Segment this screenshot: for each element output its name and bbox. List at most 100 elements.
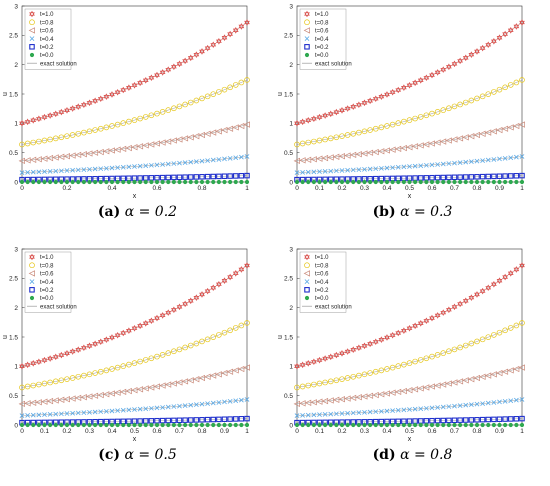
panel-d: 0 0.1 0.2 0.3 0.4 0.5 0.6 0.7 0.8 0.9 1 0 0.5 1 1.5 2 2.… [275,243,550,486]
data-point-b [52,112,59,118]
data-point-b [496,36,503,42]
data-point [159,417,166,424]
data-point [160,179,165,185]
data-point [300,413,305,418]
data-point [299,400,306,407]
data-point [474,401,480,407]
data-point [171,306,177,314]
data-point [451,303,458,311]
data-point-b [507,28,514,34]
data-point [119,388,127,396]
data-point [57,153,65,161]
data-point [406,81,413,89]
x-tick-label: 0.6 [427,428,436,435]
data-point-a [103,336,110,342]
x-tick-label: 0.6 [152,185,161,192]
data-point [198,131,205,139]
series-t=1.0 [294,19,525,127]
data-point-a [491,37,497,43]
data-point [434,417,441,424]
data-point [361,371,368,378]
data-point [310,399,317,406]
data-point [434,382,441,389]
data-point [166,179,171,185]
data-point-a [507,27,514,32]
data-point [81,129,87,136]
data-point [457,160,463,165]
legend-marker [304,36,310,41]
data-point [36,169,42,175]
data-point [25,179,30,185]
legend-marker [304,10,310,18]
data-point [148,317,155,325]
data-point [93,422,98,428]
data-point-b [451,62,458,68]
data-point [204,336,211,343]
data-point-b [417,78,424,84]
data-point [440,309,447,316]
data-point [87,179,92,185]
data-point [305,139,312,146]
data-point-a [440,309,447,315]
data-point [187,134,194,141]
data-point [451,136,458,143]
data-point [47,112,53,119]
data-point [446,161,452,166]
data-point [193,340,200,347]
data-point [210,400,216,406]
data-point [243,121,250,128]
legend-marker [29,295,35,301]
data-point-b [339,351,345,357]
data-point [389,389,396,396]
data-point-b [440,310,447,316]
data-point [366,149,374,156]
data-point-b [238,24,245,30]
data-point [491,173,497,180]
data-point-a [519,262,525,268]
data-point [452,160,457,166]
legend-marker [28,27,35,34]
legend-marker [304,279,310,284]
data-point [47,136,53,143]
chart-panel-c: 0 0.1 0.2 0.3 0.4 0.5 0.6 0.7 0.8 0.9 1 0 0.5 1 1.5 2 2.… [2,246,250,443]
series-t=0.4 [19,154,250,175]
data-point-a [485,284,492,290]
data-point [75,103,82,110]
series-t=1.0 [294,262,525,370]
data-point [412,406,418,412]
data-point [76,179,81,185]
data-point [406,324,413,332]
data-point [417,320,424,327]
x-tick-label: 0.7 [450,428,459,435]
legend: t=1.0 t=0.8 t=0.6 t=0.4 t=0.2 t=0.0 exact solu… [299,251,352,313]
data-point [294,141,300,148]
data-point [126,361,132,368]
data-point [424,405,429,411]
data-point [46,154,54,162]
data-point-b [361,101,368,107]
legend-label: t=0.4 [315,37,329,43]
data-point-a [468,294,475,300]
data-point [440,107,447,113]
series-t=0.0 [19,422,250,428]
data-point [233,179,238,185]
data-point [176,136,183,143]
data-point [339,179,345,185]
data-point [474,48,480,55]
data-point [41,155,48,162]
data-point [451,346,458,353]
data-point [182,160,188,165]
data-point-a [395,329,402,335]
data-point [147,384,155,391]
data-point [395,164,401,170]
data-point-a [97,338,104,344]
data-point [52,397,59,404]
legend-marker [28,270,35,277]
data-point-b [187,299,194,305]
data-point [137,163,143,169]
data-point [115,422,120,428]
data-point [412,358,418,365]
data-point [379,408,384,414]
data-point [440,174,447,181]
data-point [114,146,121,153]
